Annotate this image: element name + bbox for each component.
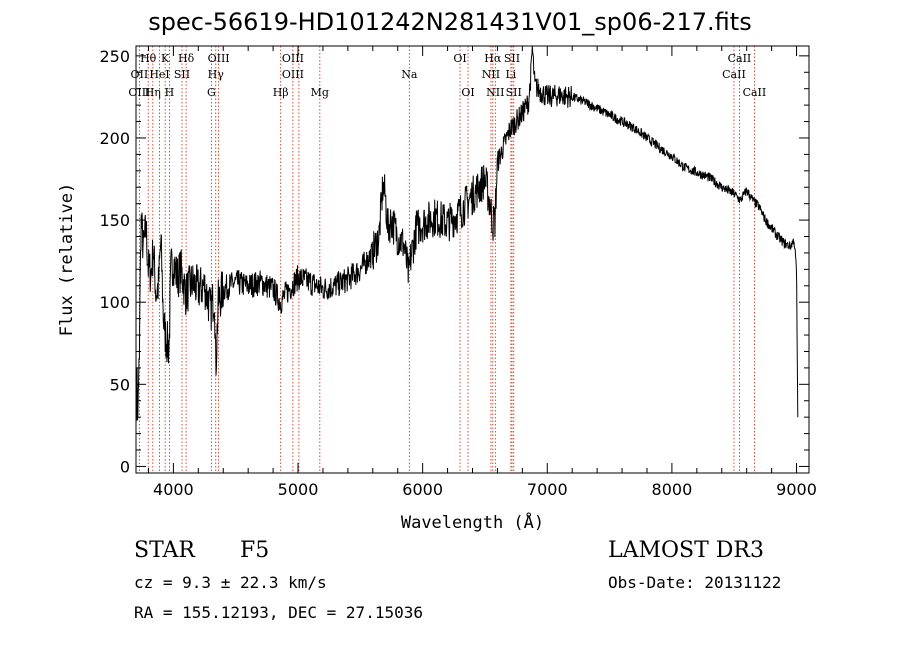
coordinates: RA = 155.12193, DEC = 27.15036 (134, 603, 423, 622)
line-label: Hβ (273, 86, 289, 99)
plot-frame (135, 45, 810, 474)
chart-title: spec-56619-HD101242N281431V01_sp06-217.f… (148, 8, 752, 36)
spectral-subclass: F5 (240, 538, 270, 563)
y-tick-label: 100 (99, 293, 130, 312)
emission-line-markers (138, 46, 755, 473)
survey-name: LAMOST DR3 (608, 538, 764, 563)
line-label: K (161, 52, 170, 65)
line-label: CaII (722, 68, 746, 81)
line-label: Mg (311, 86, 329, 99)
line-label: OI (453, 52, 466, 65)
line-label: NII (486, 86, 504, 99)
x-axis-label: Wavelength (Å) (401, 511, 544, 533)
object-type: STAR (134, 538, 195, 563)
line-label: Hη (145, 86, 161, 99)
line-label: OIII (128, 86, 150, 99)
line-label: OIII (208, 52, 230, 65)
line-label: HeI (149, 68, 169, 81)
x-tick-label: 5000 (278, 480, 319, 499)
line-label: Na (401, 68, 418, 81)
x-tick-label: 9000 (776, 480, 817, 499)
line-label: OIII (282, 52, 304, 65)
y-tick-label: 0 (120, 457, 130, 476)
spectrum-line (135, 45, 799, 422)
x-tick-label: 4000 (153, 480, 194, 499)
line-label: SII (506, 86, 522, 99)
x-tick-label: 7000 (527, 480, 568, 499)
line-label: H (165, 86, 175, 99)
line-label: Hα (484, 52, 502, 65)
line-label: OI (461, 86, 474, 99)
x-tick-label: 6000 (402, 480, 443, 499)
axis-ticks: 4000 5000 6000 7000 8000 9000 0 50 100 150 200 250 (99, 46, 817, 499)
line-label: Hθ (140, 52, 157, 65)
obs-date: Obs-Date: 20131122 (608, 573, 782, 592)
line-label: G (207, 86, 216, 99)
y-axis-label: Flux (relative) (57, 183, 77, 337)
y-tick-label: 50 (110, 375, 130, 394)
x-tick-label: 8000 (652, 480, 693, 499)
y-tick-label: 150 (99, 211, 130, 230)
line-label: OIII (282, 68, 304, 81)
y-tick-label: 250 (99, 47, 130, 66)
line-label: SII (174, 68, 190, 81)
line-label: Hδ (178, 52, 195, 65)
line-label: OII (131, 68, 149, 81)
line-label: SII (504, 52, 520, 65)
line-label: CaII (728, 52, 752, 65)
line-label: CaII (743, 86, 767, 99)
y-tick-label: 200 (99, 129, 130, 148)
redshift-value: cz = 9.3 ± 22.3 km/s (134, 573, 327, 592)
line-label: Hγ (208, 68, 225, 81)
line-label: Li (505, 68, 516, 81)
line-label: NII (482, 68, 500, 81)
